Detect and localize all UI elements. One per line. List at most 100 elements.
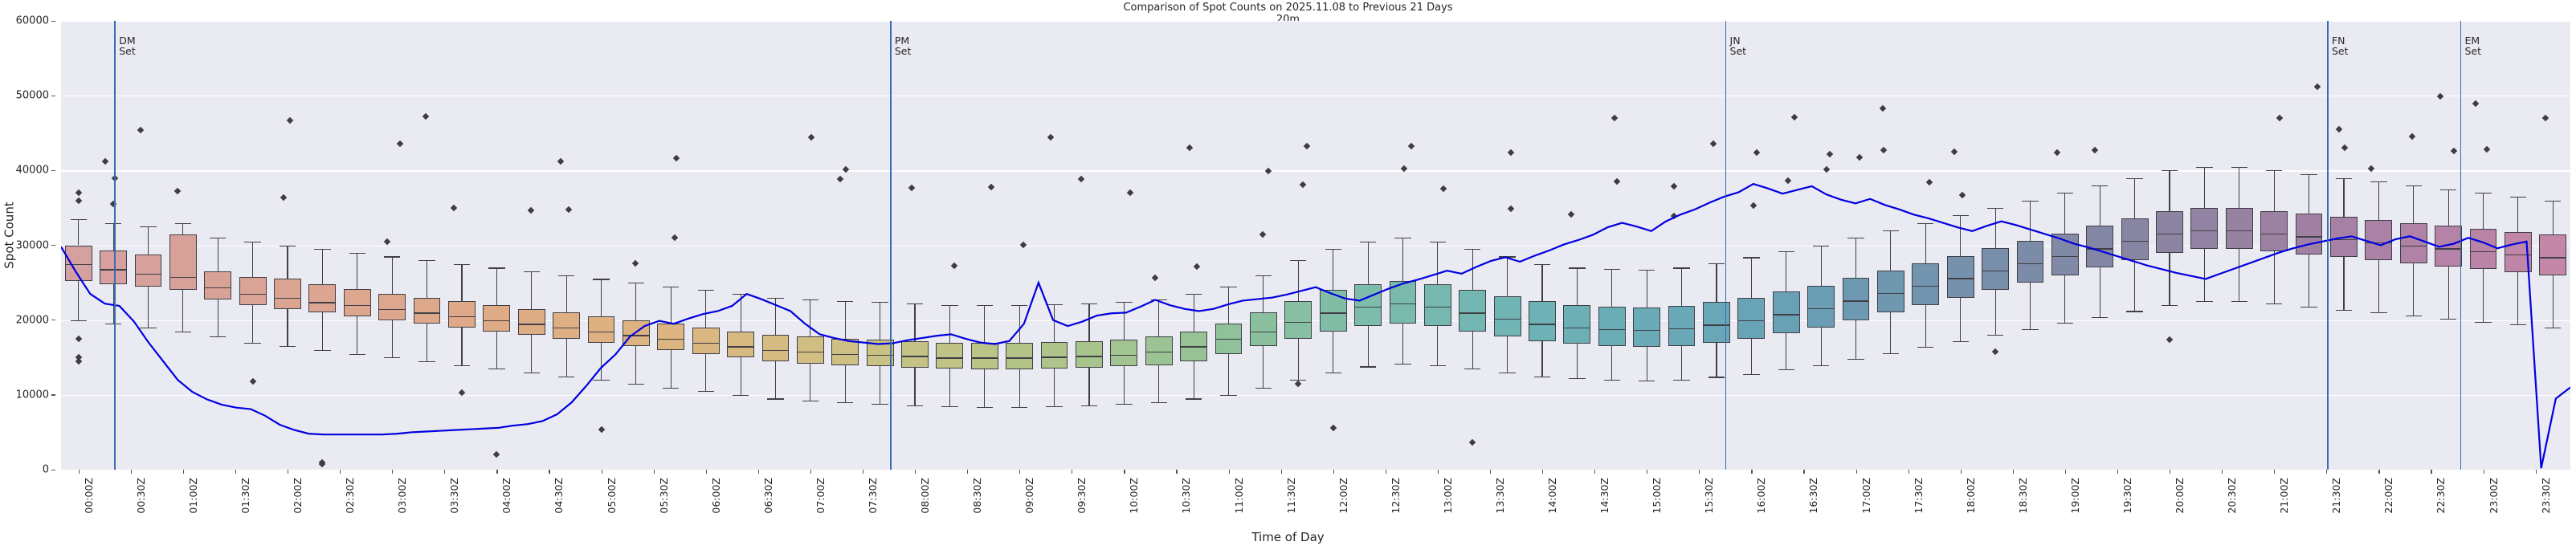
- whisker-lower: [1750, 338, 1752, 374]
- median-line: [1912, 285, 1940, 287]
- whisker-upper: [844, 301, 846, 339]
- whisker-lower: [1054, 369, 1055, 406]
- x-tick-mark: [1280, 470, 1282, 474]
- cap-lower: [349, 353, 365, 355]
- outlier-marker: [1047, 133, 1054, 141]
- outlier-marker: [249, 377, 256, 385]
- x-tick-mark: [2326, 470, 2328, 474]
- whisker-lower: [1472, 331, 1473, 369]
- outlier-marker: [137, 126, 145, 134]
- cap-upper: [104, 222, 122, 224]
- outlier-marker: [286, 116, 294, 124]
- median-line: [1598, 328, 1626, 331]
- box: [2190, 207, 2219, 250]
- box: [2435, 226, 2463, 267]
- box: [970, 342, 998, 370]
- cap-upper: [732, 294, 749, 295]
- median-line: [1772, 314, 1800, 316]
- outlier-marker: [2450, 148, 2458, 155]
- outlier-marker: [807, 134, 815, 141]
- cap-upper: [1743, 257, 1760, 259]
- outlier-marker: [422, 113, 430, 120]
- outlier-marker: [1951, 148, 1958, 155]
- x-tick-label: 12:30Z: [1389, 478, 1402, 514]
- cap-lower: [1778, 369, 1794, 371]
- whisker-upper: [147, 226, 149, 255]
- whisker-lower: [287, 308, 288, 347]
- box: [2051, 233, 2079, 275]
- x-tick-label: 08:00Z: [919, 478, 932, 514]
- whisker-upper: [182, 222, 184, 234]
- cap-upper: [2022, 200, 2039, 202]
- box: [1982, 248, 2009, 291]
- cap-lower: [1011, 406, 1028, 408]
- y-tick-label: 10000: [15, 389, 49, 401]
- cap-upper: [2126, 177, 2143, 179]
- x-tick-mark: [1542, 470, 1544, 474]
- whisker-upper: [1994, 207, 1996, 249]
- y-tick-mark: [51, 394, 55, 396]
- outlier-marker: [1568, 210, 1575, 218]
- whisker-upper: [1855, 238, 1857, 279]
- cap-upper: [1116, 302, 1133, 303]
- median-line: [1633, 329, 1661, 332]
- cap-upper: [1150, 299, 1167, 300]
- outlier-marker: [1295, 380, 1302, 388]
- cap-upper: [802, 299, 819, 300]
- cap-upper: [418, 260, 435, 262]
- annotation-label: EM Set: [2464, 35, 2482, 57]
- median-line: [2539, 257, 2567, 259]
- cap-lower: [906, 405, 924, 406]
- outlier-marker: [174, 187, 182, 194]
- cap-lower: [1603, 380, 1620, 381]
- box: [1807, 285, 1835, 328]
- x-tick-label: 15:30Z: [1703, 478, 1716, 514]
- whisker-lower: [531, 335, 533, 373]
- x-tick-mark: [182, 470, 185, 474]
- cap-upper: [384, 256, 401, 258]
- box: [1633, 307, 1661, 348]
- cap-upper: [523, 271, 540, 273]
- median-line: [2051, 255, 2079, 257]
- median-line: [169, 276, 197, 278]
- x-tick-label: 12:00Z: [1337, 478, 1349, 514]
- x-tick-label: 20:00Z: [2174, 478, 2186, 514]
- whisker-upper: [287, 245, 288, 279]
- gridline: [61, 170, 2570, 172]
- whisker-upper: [600, 279, 602, 316]
- box: [2330, 217, 2358, 258]
- whisker-upper: [461, 263, 463, 302]
- cap-upper: [70, 218, 87, 220]
- x-tick-label: 00:30Z: [134, 478, 147, 514]
- whisker-lower: [1681, 346, 1683, 381]
- whisker-upper: [391, 256, 393, 295]
- whisker-upper: [1367, 241, 1369, 284]
- y-tick-mark: [51, 245, 55, 246]
- y-tick-mark: [51, 20, 55, 22]
- cap-lower: [1220, 394, 1237, 396]
- whisker-lower: [2169, 252, 2170, 306]
- whisker-lower: [705, 353, 707, 392]
- annotation-label: FN Set: [2331, 35, 2349, 57]
- x-tick-label: 15:00Z: [1651, 478, 1664, 514]
- y-axis-ticks: 0 10000 20000 30000 40000 50000 60000: [0, 15, 56, 476]
- median-line: [100, 269, 127, 271]
- box: [1006, 342, 1034, 370]
- cap-lower: [279, 346, 296, 348]
- whisker-lower: [600, 342, 602, 381]
- whisker-lower: [1123, 366, 1125, 404]
- y-tick-label: 40000: [15, 164, 49, 177]
- cap-lower: [1569, 378, 1586, 380]
- outlier-marker: [528, 206, 535, 214]
- box: [587, 316, 615, 343]
- cap-lower: [244, 342, 261, 344]
- median-line: [64, 263, 92, 266]
- whisker-upper: [670, 286, 672, 324]
- whisker-lower: [2064, 275, 2066, 324]
- cap-lower: [2475, 321, 2492, 323]
- outlier-marker: [1991, 348, 1999, 356]
- cap-upper: [2439, 189, 2457, 190]
- whisker-lower: [496, 331, 497, 369]
- outlier-marker: [1880, 147, 1888, 154]
- cap-upper: [976, 305, 993, 307]
